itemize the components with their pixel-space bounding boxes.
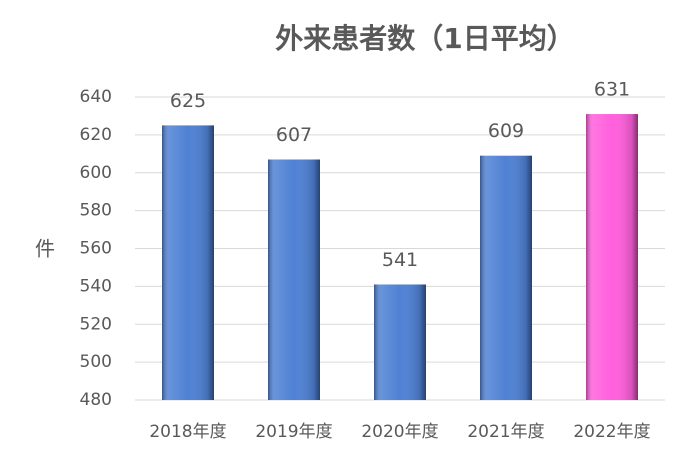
x-tick-label: 2018年度: [149, 422, 226, 442]
bar-shade: [162, 125, 214, 400]
y-tick-label: 640: [80, 87, 112, 107]
y-tick-label: 580: [80, 201, 112, 221]
x-tick-label: 2020年度: [361, 422, 438, 442]
x-tick-label: 2019年度: [255, 422, 332, 442]
y-tick-label: 480: [80, 390, 112, 410]
y-axis-label: 件: [35, 237, 55, 261]
bar-shade: [586, 114, 638, 400]
bar-shade: [480, 155, 532, 400]
x-tick-label: 2022年度: [573, 422, 650, 442]
y-tick-label: 500: [80, 352, 112, 372]
data-label: 625: [170, 90, 206, 112]
y-tick-label: 560: [80, 239, 112, 259]
data-label: 541: [382, 249, 418, 271]
bar-shade: [268, 159, 320, 400]
data-label: 607: [276, 124, 312, 146]
y-tick-label: 620: [80, 125, 112, 145]
bar-shade: [374, 284, 426, 400]
y-tick-label: 540: [80, 276, 112, 296]
chart-title: 外来患者数（1日平均）: [275, 22, 574, 55]
y-tick-label: 520: [80, 314, 112, 334]
data-label: 631: [594, 79, 630, 101]
x-tick-label: 2021年度: [467, 422, 544, 442]
data-label: 609: [488, 120, 524, 142]
y-tick-label: 600: [80, 163, 112, 183]
